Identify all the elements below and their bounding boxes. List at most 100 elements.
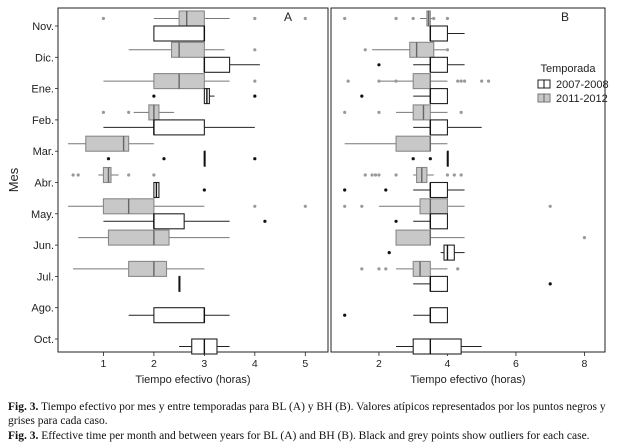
panel-b-ago-2007-2008-box: [343, 307, 449, 324]
panel-b-abr-2011-2012-outlier-6: [452, 173, 456, 177]
panel-b-dic-2007-2008-iqr: [429, 56, 449, 73]
caption-spanish: Fig. 3. Tiempo efectivo por mes y entre …: [8, 400, 612, 428]
panel-b-nov-2011-2012-outlier-1: [394, 16, 398, 21]
panel-a-ene-2011-2012-outlier-0: [253, 79, 257, 83]
panel-a-may-2007-2008-iqr: [153, 213, 185, 230]
panel-b-may-2011-2012-outlier-2: [548, 204, 552, 208]
panel-b-jul-2011-2012-box: [360, 260, 460, 277]
panel-b-ene-2011-2012-outlier-5: [462, 79, 467, 83]
panel-a-feb-2007-2008-iqr: [153, 119, 205, 136]
panel-b-feb-2011-2012-outlier-0: [343, 110, 347, 114]
panel-a-feb-2011-2012-outlier-0: [101, 110, 106, 114]
panel-a-dic-2011-2012-iqr: [171, 41, 205, 58]
panel-b-tick-label-2: 2: [376, 358, 382, 370]
panel-b-jul-2011-2012-outlier-0: [360, 267, 364, 271]
panel-b-ago-2007-2008-outlier-0: [343, 313, 347, 317]
month-label-may: May.: [31, 209, 54, 221]
panel-a-abr-2011-2012-outlier-3: [152, 173, 156, 177]
panel-b-may-2007-2008-iqr: [429, 213, 449, 230]
month-axis-labels: Nov. Dic. Ene. Feb. Mar. Abr. May. Jun. Jul. Ago.…: [31, 21, 58, 346]
legend-label-2011-2012: 2011-2012: [556, 93, 608, 105]
panel-b-jul-2011-2012-outlier-1: [377, 267, 381, 271]
panel-a-may-2007-2008-outlier-0: [263, 219, 267, 223]
caption-english: Fig. 3. Effective time per month and bet…: [8, 429, 612, 443]
panel-b-jul-2007-2008-outlier-0: [548, 282, 552, 286]
legend-title: Temporada: [540, 63, 596, 75]
panel-a-abr-2011-2012-box: [71, 166, 156, 184]
panel-b-nov-2007-2008-box: [429, 25, 465, 42]
panel-a-tick-label-1: 1: [100, 358, 106, 370]
panel-b-jul-2011-2012-iqr: [412, 260, 431, 277]
panel-a-nov-2011-2012-box: [101, 10, 307, 27]
panel-b-abr-2007-2008-outlier-1: [384, 188, 388, 192]
panel-a-jun-2011-2012-iqr: [107, 229, 170, 246]
panel-a-nov-2011-2012-outlier-2: [303, 16, 307, 21]
panel-b-mar-2007-2008-box: [411, 150, 449, 167]
panel-a-oct-2007-2008-box: [179, 338, 230, 355]
panel-b-dic-2011-2012-iqr: [409, 41, 435, 58]
panel-b-dic-2011-2012-box: [363, 41, 450, 58]
panel-b-abr-2011-2012-box: [363, 166, 463, 184]
caption-spanish-text: Tiempo efectivo por mes y entre temporad…: [8, 401, 606, 427]
panel-b-ene-2011-2012-outlier-1: [377, 79, 381, 83]
panel-b-abr-2011-2012-outlier-0: [363, 173, 367, 177]
panel-a-ene-2011-2012-box: [103, 73, 257, 90]
panel-b-ene-2011-2012-box: [346, 73, 491, 90]
y-axis-label: Mes: [6, 167, 21, 192]
panel-b-abr-2011-2012-outlier-5: [445, 173, 450, 177]
panel-a-mar-2007-2008-outlier-0: [106, 157, 111, 161]
panel-b-ene-2011-2012-outlier-6: [480, 79, 484, 83]
panel-a-feb-2011-2012-box: [101, 104, 175, 121]
panel-b-jun-2007-2008-iqr: [443, 244, 455, 261]
panel-a-nov-2011-2012-outlier-0: [101, 16, 106, 21]
panel-b-oct-2007-2008-iqr: [412, 338, 462, 355]
panel-a-feb-2011-2012-outlier-1: [127, 110, 131, 114]
panel-a-may-2011-2012-box: [68, 198, 307, 215]
panel-b-abr-2007-2008-box: [343, 181, 465, 199]
panel-a-mar-2011-2012-iqr: [85, 135, 130, 152]
panel-b-abr-2007-2008-iqr: [429, 181, 449, 199]
panel-a-abr-2011-2012-iqr: [102, 166, 112, 184]
panel-b-ene-2011-2012-outlier-7: [486, 79, 491, 83]
panel-a-abr-2011-2012-outlier-1: [76, 173, 80, 177]
panel-b-abr-2011-2012-outlier-3: [377, 173, 381, 177]
panel-b-feb-2011-2012-box: [343, 104, 463, 121]
month-label-jul: Jul.: [37, 271, 54, 283]
panel-b-may-2011-2012-iqr: [419, 198, 448, 215]
month-label-feb: Feb.: [32, 115, 54, 127]
panel-a-ene-2007-2008-outlier-0: [152, 94, 156, 98]
panel-b-jul-2011-2012-outlier-2: [384, 267, 388, 271]
month-label-mar: Mar.: [33, 146, 54, 158]
panel-b-feb-2011-2012-iqr: [412, 104, 431, 121]
panel-b-jun-2007-2008-outlier-0: [387, 251, 391, 255]
panel-b-feb-2011-2012-outlier-2: [459, 110, 463, 114]
panel-b-abr-2011-2012-outlier-4: [394, 173, 398, 177]
panel-b-feb-2007-2008-iqr: [429, 119, 449, 136]
panel-a-dic-2011-2012-box: [128, 41, 257, 58]
caption-english-text: Effective time per month and between yea…: [41, 430, 590, 442]
panel-b-ene-2011-2012-outlier-4: [459, 79, 463, 83]
panel-a-abr-2011-2012-outlier-2: [127, 173, 131, 177]
month-label-jun: Jun.: [33, 240, 54, 252]
panel-a-ene-2007-2008-box: [152, 88, 257, 105]
panel-b-ago-2007-2008-iqr: [429, 307, 449, 324]
panel-a-jul-2011-2012-box: [73, 260, 205, 277]
panel-b-ene-2007-2008-box: [360, 88, 449, 105]
panel-a-tick-label-2: 2: [151, 358, 157, 370]
panel-a-ene-2007-2008-outlier-1: [253, 94, 257, 98]
panel-b-dic-2007-2008-outlier-0: [377, 63, 381, 67]
panel-b-may-2007-2008-outlier-0: [394, 219, 398, 223]
panel-a-x-axis-label: Tiempo efectivo (horas): [135, 374, 250, 386]
panel-b-may-2011-2012-outlier-0: [343, 204, 347, 208]
panel-b-ene-2011-2012-iqr: [412, 73, 431, 90]
panel-a-abr-2007-2008-outlier-0: [202, 188, 206, 192]
panel-a-jul-2011-2012-iqr: [128, 260, 168, 277]
panel-b-ene-2011-2012-outlier-2: [394, 79, 398, 83]
panel-b-jul-2011-2012-outlier-3: [456, 267, 460, 271]
panel-b-nov-2011-2012-outlier-2: [411, 16, 415, 21]
panel-b-jun-2011-2012-box: [395, 229, 587, 246]
panel-a-mar-2011-2012-box: [68, 135, 154, 152]
panel-b-feb-2011-2012-outlier-1: [377, 110, 381, 114]
panel-a-tick-label-4: 4: [252, 358, 258, 370]
panel-b-nov-2011-2012-outlier-0: [343, 16, 347, 21]
